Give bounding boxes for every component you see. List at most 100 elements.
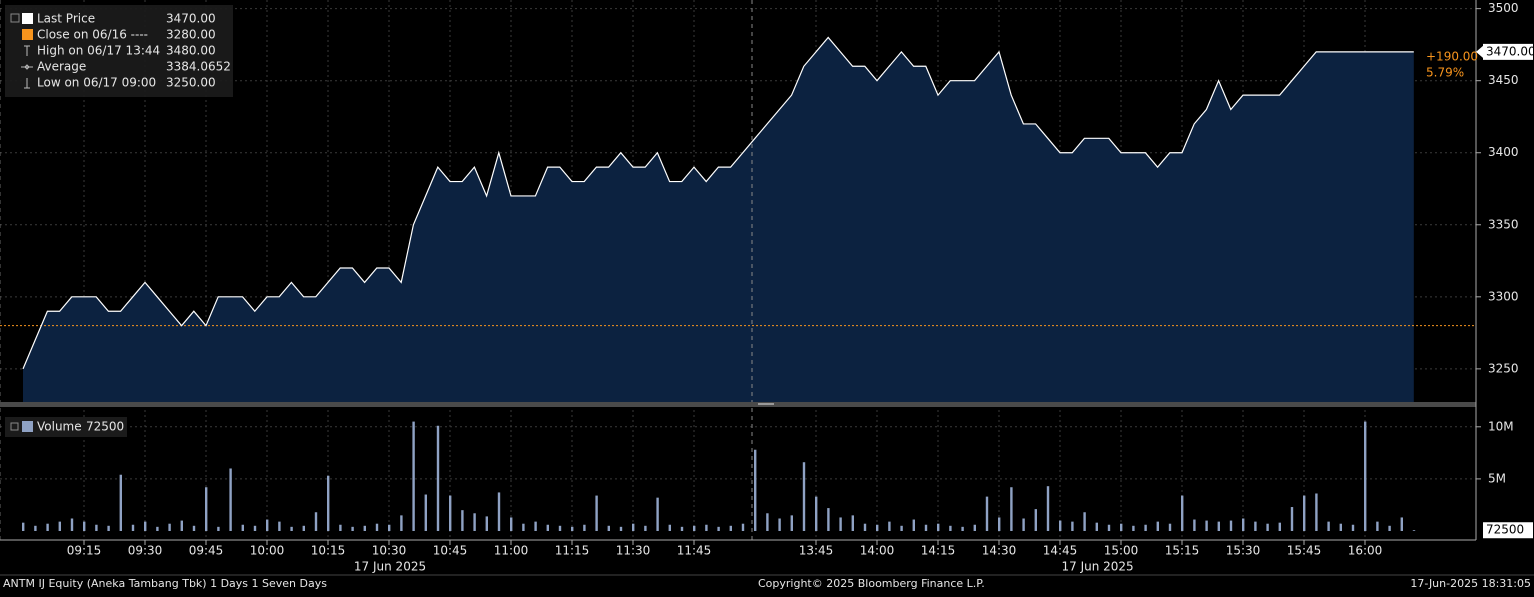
legend-label: Last Price (37, 12, 95, 26)
y-tick-label: 5M (1488, 471, 1506, 485)
volume-bar (571, 526, 574, 531)
volume-bar (912, 519, 915, 531)
volume-bar (1095, 522, 1098, 531)
x-tick-label: 14:00 (860, 544, 895, 558)
volume-bar (375, 523, 379, 531)
footer-left: ANTM IJ Equity (Aneka Tambang Tbk) 1 Day… (3, 577, 327, 590)
volume-bar (790, 515, 793, 531)
volume-bar (1046, 486, 1050, 531)
volume-bar (46, 523, 49, 531)
volume-bar (900, 525, 903, 531)
x-tick-label: 15:00 (1104, 544, 1139, 558)
x-tick-label: 14:15 (921, 544, 956, 558)
legend-swatch (22, 13, 33, 24)
volume-bar (924, 524, 928, 531)
volume-bar (449, 495, 452, 531)
volume-bar (95, 524, 98, 531)
y-tick-label: 3400 (1488, 145, 1519, 159)
volume-bar (1144, 524, 1147, 531)
volume-bar (607, 525, 610, 531)
volume-bar (778, 518, 781, 531)
volume-bar (241, 524, 244, 531)
legend-label: High on 06/17 13:44 (37, 44, 160, 58)
volume-bar (22, 522, 25, 531)
volume-bar (998, 517, 1001, 531)
volume-bar (1254, 521, 1257, 531)
panel-separator (0, 402, 1476, 407)
volume-bar (1278, 522, 1281, 531)
x-date-label: 17 Jun 2025 (1062, 560, 1134, 574)
volume-legend-box (5, 417, 127, 437)
y-tick-label: 3250 (1488, 361, 1519, 375)
volume-bar (485, 516, 488, 531)
volume-bar (266, 519, 269, 531)
volume-bar (558, 525, 562, 531)
volume-bar (217, 526, 220, 531)
volume-bar (253, 525, 257, 531)
volume-bar (1364, 421, 1367, 531)
volume-bar (1022, 518, 1025, 531)
volume-bar (583, 524, 586, 531)
legend-value: 3280.00 (166, 28, 216, 42)
volume-bar (351, 526, 354, 531)
y-tick-label: 3450 (1488, 73, 1519, 87)
volume-bar (1168, 523, 1172, 531)
legend-label: Close on 06/16 ---- (37, 28, 148, 42)
footer-right: 17-Jun-2025 18:31:05 (1410, 577, 1531, 590)
volume-bar (1193, 519, 1196, 531)
volume-bar (595, 495, 598, 531)
legend-value: 3384.0652 (166, 60, 231, 74)
x-tick-label: 10:30 (372, 544, 407, 558)
legend-icon (24, 45, 30, 56)
legend-toggle[interactable] (10, 422, 19, 431)
x-tick-label: 10:15 (311, 544, 346, 558)
volume-bar (168, 523, 171, 531)
volume-bar (1339, 523, 1342, 531)
volume-bar (888, 521, 891, 531)
volume-bar (1059, 520, 1062, 531)
legend-toggle[interactable] (10, 13, 20, 23)
last-price-box (1483, 43, 1533, 60)
volume-bar (339, 524, 342, 531)
legend-swatch (22, 421, 33, 432)
change-pct-annotation: 5.79% (1426, 66, 1464, 80)
volume-bar (314, 512, 318, 531)
y-tick-label: 3350 (1488, 217, 1519, 231)
legend-value: 3250.00 (166, 76, 216, 90)
volume-bar (876, 524, 879, 531)
volume-bar (302, 525, 305, 531)
volume-bar (863, 523, 867, 531)
legend-label: Low on 06/17 09:00 (37, 76, 156, 90)
marks-layer (0, 36, 1476, 531)
volume-bar (327, 475, 330, 531)
volume-bar (656, 497, 659, 531)
y-tick-label: 10M (1488, 419, 1514, 433)
volume-bar (1205, 520, 1208, 531)
volume-bar (1412, 530, 1416, 531)
volume-bar (1071, 521, 1074, 531)
volume-bar (461, 510, 464, 531)
x-tick-label: 10:45 (433, 544, 468, 558)
volume-bar (680, 526, 684, 531)
volume-bar (1107, 524, 1111, 531)
volume-bar (107, 525, 110, 531)
x-date-label: 17 Jun 2025 (354, 560, 426, 574)
volume-bar (290, 526, 293, 531)
volume-bar (58, 521, 61, 531)
volume-bar (119, 474, 122, 531)
volume-bar (388, 524, 391, 531)
legend-icon (21, 64, 33, 70)
volume-bar (436, 425, 440, 531)
volume-bar (1327, 521, 1330, 531)
last-price-pointer (1476, 45, 1483, 58)
volume-bar (546, 524, 549, 531)
x-tick-label: 09:15 (67, 544, 102, 558)
x-tick-label: 14:45 (1043, 544, 1078, 558)
volume-bar (619, 526, 623, 531)
volume-bar (937, 523, 940, 531)
volume-bar (1290, 507, 1294, 531)
volume-bar (985, 496, 989, 531)
x-tick-label: 11:30 (616, 544, 651, 558)
volume-bar (1034, 509, 1037, 531)
volume-bar (1229, 520, 1233, 531)
